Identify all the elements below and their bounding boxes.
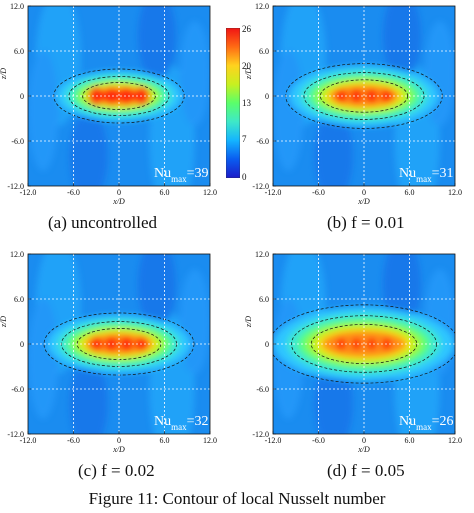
colorbar-gradient	[226, 28, 240, 178]
y-tick-label: -6.0	[256, 385, 269, 394]
y-tick-label: -6.0	[256, 137, 269, 146]
contour-field	[28, 6, 210, 186]
hot-spot	[105, 336, 118, 352]
x-tick-label: -12.0	[265, 188, 282, 197]
iso-line-2	[319, 79, 409, 113]
y-tick-label: -6.0	[11, 137, 24, 146]
hot-spot	[365, 88, 378, 104]
y-tick-label: 6.0	[259, 295, 269, 304]
colorbar-tick-20: 20	[242, 61, 251, 71]
nu-max-label: Numax=32	[154, 414, 209, 432]
x-tick-label: 12.0	[448, 436, 462, 445]
y-tick-label: -12.0	[7, 430, 24, 439]
iso-line-2	[310, 324, 418, 364]
caption-d-text: (d) f = 0.05	[327, 461, 405, 480]
hot-spot	[118, 86, 135, 106]
y-axis-label: z/D	[0, 316, 8, 328]
contour-plot-c: 12.0 6.0 0 -6.0 -12.0-12.0 -6.0 0 6.0 12.0 x/D z/D…	[0, 250, 217, 454]
x-tick-label: -12.0	[20, 436, 37, 445]
y-tick-label: 12.0	[255, 250, 269, 259]
iso-line-2	[82, 82, 156, 110]
x-tick-label: 6.0	[405, 188, 415, 197]
iso-line-1	[291, 315, 437, 373]
colorbar: 26 20 13 7 0	[222, 24, 262, 184]
caption-c-text: (c) f = 0.02	[78, 461, 155, 480]
y-tick-label: 12.0	[10, 250, 24, 259]
y-tick-label: -12.0	[7, 182, 24, 191]
figure-caption: Figure 11: Contour of local Nusselt numb…	[88, 489, 386, 508]
hot-spot	[350, 88, 363, 104]
x-tick-label: 0	[117, 436, 121, 445]
x-tick-label: -12.0	[20, 188, 37, 197]
caption-b-text: (b) f = 0.01	[327, 213, 405, 232]
x-tick-label: -6.0	[67, 436, 80, 445]
panel-c: 12.0 6.0 0 -6.0 -12.0 -12.0 -6.0 0 6.0 12.0 x/D z/D…	[0, 248, 237, 488]
iso-line-1	[303, 72, 425, 120]
hot-spot	[103, 86, 120, 106]
x-tick-label: 0	[117, 188, 121, 197]
y-tick-label: -6.0	[11, 385, 24, 394]
caption-c: (c) f = 0.02	[78, 461, 155, 481]
x-axis-label: x/D	[357, 197, 370, 206]
x-tick-label: 0	[362, 188, 366, 197]
x-tick-label: 12.0	[203, 188, 217, 197]
y-tick-label: 0	[265, 340, 269, 349]
x-axis-label: x/D	[112, 445, 125, 454]
nu-max-label: Numax=26	[399, 414, 454, 432]
y-tick-label: 0	[20, 340, 24, 349]
contour-field	[273, 6, 455, 186]
y-tick-label: 12.0	[255, 2, 269, 11]
y-tick-label: 0	[20, 92, 24, 101]
y-tick-label: 12.0	[10, 2, 24, 11]
contour-plot-d: 12.0 6.0 0 -6.0 -12.0-12.0 -6.0 0 6.0 12.0 x/D z/D…	[244, 250, 462, 454]
y-tick-label: 6.0	[14, 47, 24, 56]
colorbar-tick-26: 26	[242, 24, 251, 34]
x-tick-label: 0	[362, 436, 366, 445]
contour-plot-b: 12.0 6.0 0 -6.0 -12.0-12.0 -6.0 0 6.0 12.0 x/D z/D…	[244, 2, 462, 206]
y-axis-label: z/D	[244, 316, 253, 328]
caption-a-text: (a) uncontrolled	[48, 213, 158, 232]
y-tick-label: -12.0	[252, 430, 269, 439]
x-tick-label: 6.0	[160, 188, 170, 197]
caption-a: (a) uncontrolled	[48, 213, 157, 233]
contour-plot-a: 12.0 6.0 0 -6.0 -12.0-12.0 -6.0 0 6.0 12.0 x/D z/D…	[0, 2, 217, 206]
caption-d: (d) f = 0.05	[327, 461, 405, 481]
x-tick-label: -12.0	[265, 436, 282, 445]
panel-d: 12.0 6.0 0 -6.0 -12.0 -12.0 -6.0 0 6.0 12.0 x/D z/D…	[237, 248, 474, 488]
contour-field	[273, 254, 455, 434]
hot-spot	[351, 337, 362, 351]
x-tick-label: 6.0	[405, 436, 415, 445]
x-tick-label: 6.0	[160, 436, 170, 445]
x-axis-label: x/D	[112, 197, 125, 206]
panel-a: 12.0 6.0 0 -6.0 -12.0 -12.0 -6.0 0 6.0 12.0 x/D z/D…	[0, 0, 237, 240]
x-tick-label: -6.0	[312, 188, 325, 197]
y-tick-label: 6.0	[14, 295, 24, 304]
y-tick-label: -12.0	[252, 182, 269, 191]
y-tick-label: 6.0	[259, 47, 269, 56]
y-tick-label: 0	[265, 92, 269, 101]
nu-max-label: Numax=31	[399, 166, 454, 184]
y-axis-label: z/D	[244, 68, 253, 80]
colorbar-tick-0: 0	[242, 172, 247, 182]
colorbar-tick-13: 13	[242, 98, 251, 108]
contour-field	[28, 254, 210, 434]
hot-spot	[120, 336, 133, 352]
hot-spot	[366, 337, 377, 351]
colorbar-tick-7: 7	[242, 134, 247, 144]
y-axis-label: z/D	[0, 68, 8, 80]
x-tick-label: 12.0	[203, 436, 217, 445]
x-tick-label: -6.0	[67, 188, 80, 197]
x-tick-label: -6.0	[312, 436, 325, 445]
nu-max-label: Numax=39	[154, 166, 209, 184]
x-axis-label: x/D	[357, 445, 370, 454]
x-tick-label: 12.0	[448, 188, 462, 197]
panel-b: 12.0 6.0 0 -6.0 -12.0 -12.0 -6.0 0 6.0 12.0 x/D z/D…	[237, 0, 474, 240]
caption-b: (b) f = 0.01	[327, 213, 405, 233]
